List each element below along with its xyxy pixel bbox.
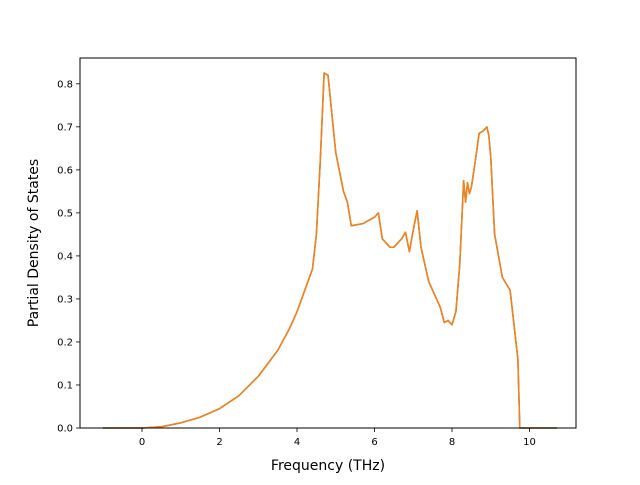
series-layer xyxy=(102,72,558,429)
x-tick-label: 6 xyxy=(371,437,377,448)
y-tick-label: 0.5 xyxy=(57,208,73,219)
y-tick-label: 0.1 xyxy=(57,380,73,391)
plot-frame xyxy=(79,57,577,429)
y-axis-label: Partial Density of States xyxy=(26,159,42,327)
y-tick-label: 0.3 xyxy=(57,294,73,305)
x-axis-label: Frequency (THz) xyxy=(271,458,385,474)
x-axis-ticks: 0 2 4 6 8 10 xyxy=(139,428,536,448)
y-tick-label: 0.0 xyxy=(57,424,73,435)
y-tick-label: 0.4 xyxy=(57,251,73,262)
series-line-2 xyxy=(102,72,558,429)
x-tick-label: 0 xyxy=(139,437,145,448)
y-tick-label: 0.8 xyxy=(57,79,73,90)
x-tick-label: 2 xyxy=(216,437,222,448)
y-tick-label: 0.2 xyxy=(57,337,73,348)
x-tick-label: 4 xyxy=(294,437,300,448)
y-tick-label: 0.7 xyxy=(57,122,73,133)
x-tick-label: 10 xyxy=(523,437,536,448)
x-tick-label: 8 xyxy=(449,437,455,448)
y-tick-label: 0.6 xyxy=(57,165,73,176)
y-axis-ticks: 0.0 0.1 0.2 0.3 0.4 0.5 0.6 0.7 0.8 xyxy=(57,79,80,435)
